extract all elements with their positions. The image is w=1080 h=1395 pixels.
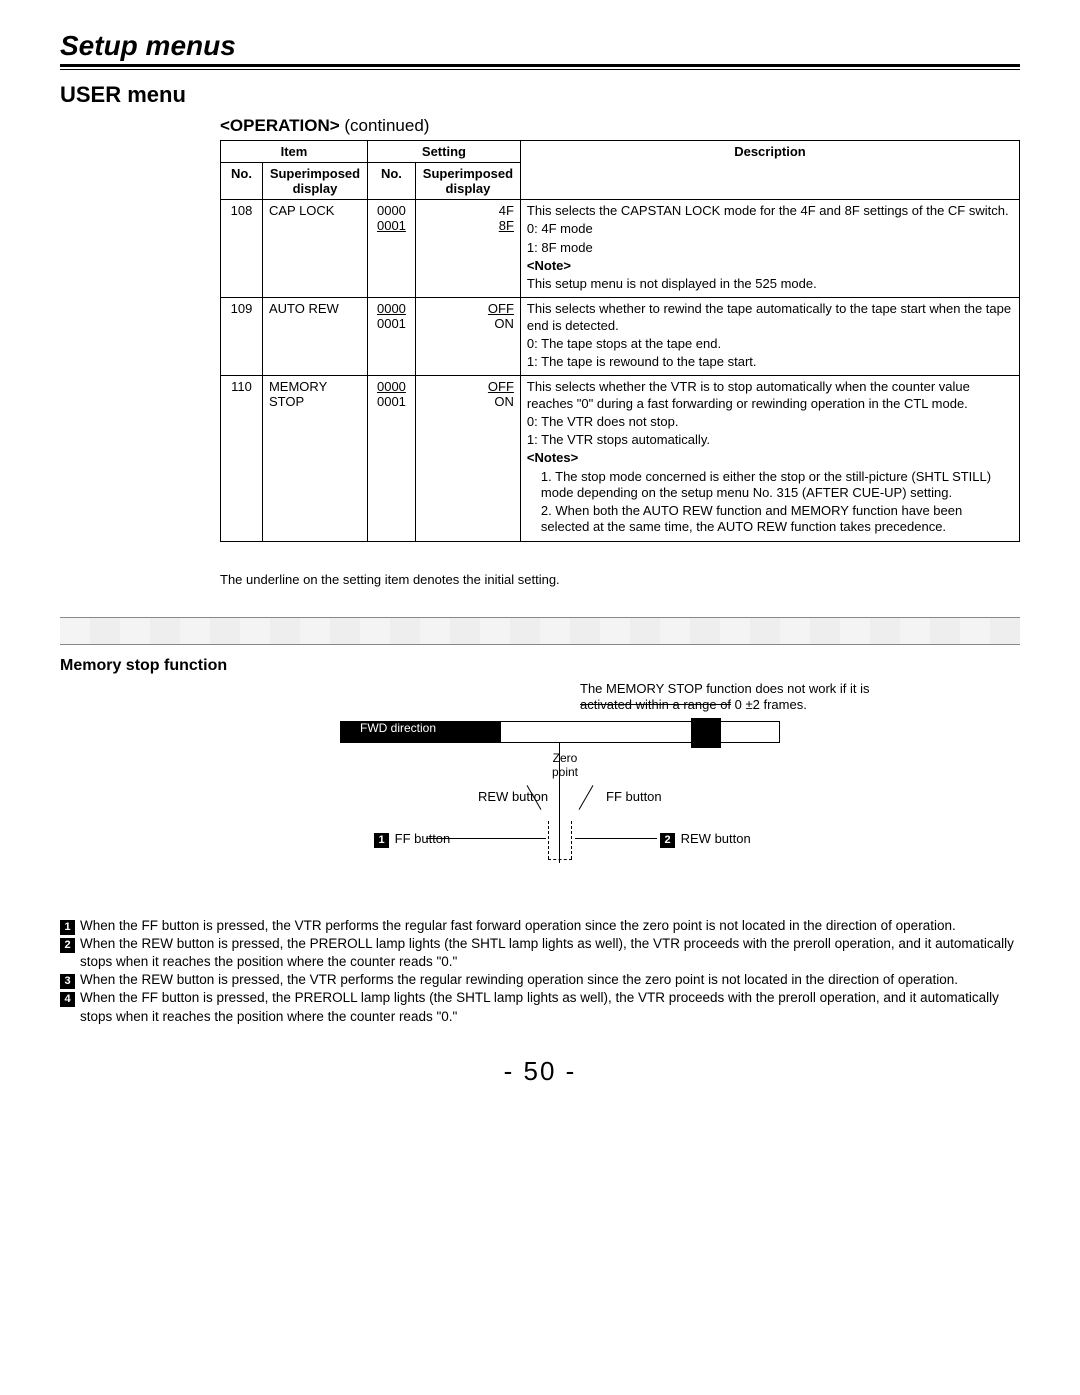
cell-si1: CAP LOCK <box>262 200 367 298</box>
bullet-row: 4 When the FF button is pressed, the PRE… <box>60 989 1020 1025</box>
val: ON <box>422 394 514 409</box>
operation-tag: <OPERATION> <box>220 116 340 135</box>
val-u: 0001 <box>374 218 409 233</box>
val-u: 0000 <box>374 301 409 316</box>
desc-line: This setup menu is not displayed in the … <box>527 276 1013 292</box>
desc-line: 1: The VTR stops automatically. <box>527 432 1013 448</box>
desc-line: 1: The tape is rewound to the tape start… <box>527 354 1013 370</box>
leader-line <box>426 838 546 839</box>
cell-desc: This selects the CAPSTAN LOCK mode for t… <box>520 200 1019 298</box>
desc-line: 0: The VTR does not stop. <box>527 414 1013 430</box>
badge-1-icon: 1 <box>60 920 75 935</box>
cell-no: 110 <box>221 376 263 541</box>
val-u: OFF <box>422 379 514 394</box>
val: 0001 <box>374 316 409 331</box>
desc-line: This selects whether to rewind the tape … <box>527 301 1013 334</box>
memory-stop-title: Memory stop function <box>60 657 1020 675</box>
th-si1: Superimposed display <box>262 163 367 200</box>
leader-dash <box>548 821 549 859</box>
badge-1-icon: 1 <box>374 833 389 848</box>
ff-button-label-bottom: 1 FF button <box>374 831 450 848</box>
operation-subtitle: <OPERATION> (continued) <box>220 116 1020 136</box>
section-title: Setup menus <box>60 30 1020 62</box>
bullet-text: When the FF button is pressed, the VTR p… <box>80 917 1020 935</box>
page-number: - 50 - <box>60 1056 1020 1087</box>
val: 0000 <box>374 203 409 218</box>
val: ON <box>422 316 514 331</box>
table-row: 108 CAP LOCK 0000 0001 4F 8F This select… <box>221 200 1020 298</box>
ff-button-label-top: FF button <box>606 789 662 804</box>
badge-2-icon: 2 <box>60 938 75 953</box>
val: 4F <box>422 203 514 218</box>
bullet-text: When the REW button is pressed, the PRER… <box>80 935 1020 971</box>
rew-label: REW button <box>681 831 751 846</box>
desc-line: This selects the CAPSTAN LOCK mode for t… <box>527 203 1013 219</box>
bullet-text: When the REW button is pressed, the VTR … <box>80 971 1020 989</box>
th-no: No. <box>221 163 263 200</box>
zero-point-label: Zero point <box>540 751 590 779</box>
fwd-direction-label: FWD direction <box>360 721 436 735</box>
th-item: Item <box>221 141 368 163</box>
desc-line: 2. When both the AUTO REW function and M… <box>527 503 1013 536</box>
bullet-text: When the FF button is pressed, the PRERO… <box>80 989 1020 1025</box>
note-line1: The MEMORY STOP function does not work i… <box>580 681 870 696</box>
cell-si2: OFF ON <box>415 298 520 376</box>
desc-line: 1: 8F mode <box>527 240 1013 256</box>
bullet-row: 1 When the FF button is pressed, the VTR… <box>60 917 1020 935</box>
th-nno: No. <box>367 163 415 200</box>
note-line2-strike: activated within a range of <box>580 697 731 712</box>
th-description: Description <box>520 141 1019 200</box>
title-rule <box>60 64 1020 70</box>
desc-line: 1. The stop mode concerned is either the… <box>527 469 1013 502</box>
table-row: 109 AUTO REW 0000 0001 OFF ON This selec… <box>221 298 1020 376</box>
badge-4-icon: 4 <box>60 992 75 1007</box>
cell-desc: This selects whether the VTR is to stop … <box>520 376 1019 541</box>
desc-line: <Note> <box>527 258 1013 274</box>
cell-si2: 4F 8F <box>415 200 520 298</box>
tape-bar-mark <box>691 718 721 748</box>
bullet-row: 2 When the REW button is pressed, the PR… <box>60 935 1020 971</box>
settings-table: Item Setting Description No. Superimpose… <box>220 140 1020 542</box>
zero-vline <box>559 743 560 863</box>
th-si2: Superimposed display <box>415 163 520 200</box>
leader-line <box>579 785 594 810</box>
diagram-note: The MEMORY STOP function does not work i… <box>580 681 930 714</box>
val-u: 0000 <box>374 379 409 394</box>
bullets-list: 1 When the FF button is pressed, the VTR… <box>60 917 1020 1026</box>
memory-stop-diagram: The MEMORY STOP function does not work i… <box>60 681 1020 911</box>
rew-button-label-top: REW button <box>478 789 548 804</box>
underline-note: The underline on the setting item denote… <box>220 572 1020 587</box>
note-line2-tail: 0 ±2 frames. <box>731 697 807 712</box>
val-u: 8F <box>422 218 514 233</box>
val-u: OFF <box>422 301 514 316</box>
th-setting: Setting <box>367 141 520 163</box>
bullet-row: 3 When the REW button is pressed, the VT… <box>60 971 1020 989</box>
continued-label: (continued) <box>344 116 429 135</box>
cell-no: 108 <box>221 200 263 298</box>
desc-line: 0: 4F mode <box>527 221 1013 237</box>
leader-line <box>575 838 657 839</box>
leader-dash <box>571 821 572 859</box>
cell-si2: OFF ON <box>415 376 520 541</box>
table-row: 110 MEMORY STOP 0000 0001 OFF ON This se… <box>221 376 1020 541</box>
desc-line: <Notes> <box>527 450 1013 466</box>
menu-title: USER menu <box>60 82 1020 108</box>
cell-nno: 0000 0001 <box>367 298 415 376</box>
cell-si1: MEMORY STOP <box>262 376 367 541</box>
desc-line: This selects whether the VTR is to stop … <box>527 379 1013 412</box>
cell-nno: 0000 0001 <box>367 200 415 298</box>
rew-button-label-bottom: 2 REW button <box>660 831 751 848</box>
cell-nno: 0000 0001 <box>367 376 415 541</box>
decorative-band <box>60 617 1020 645</box>
desc-line: 0: The tape stops at the tape end. <box>527 336 1013 352</box>
cell-desc: This selects whether to rewind the tape … <box>520 298 1019 376</box>
cell-si1: AUTO REW <box>262 298 367 376</box>
badge-3-icon: 3 <box>60 974 75 989</box>
leader-dash <box>548 859 572 860</box>
badge-2-icon: 2 <box>660 833 675 848</box>
val: 0001 <box>374 394 409 409</box>
cell-no: 109 <box>221 298 263 376</box>
